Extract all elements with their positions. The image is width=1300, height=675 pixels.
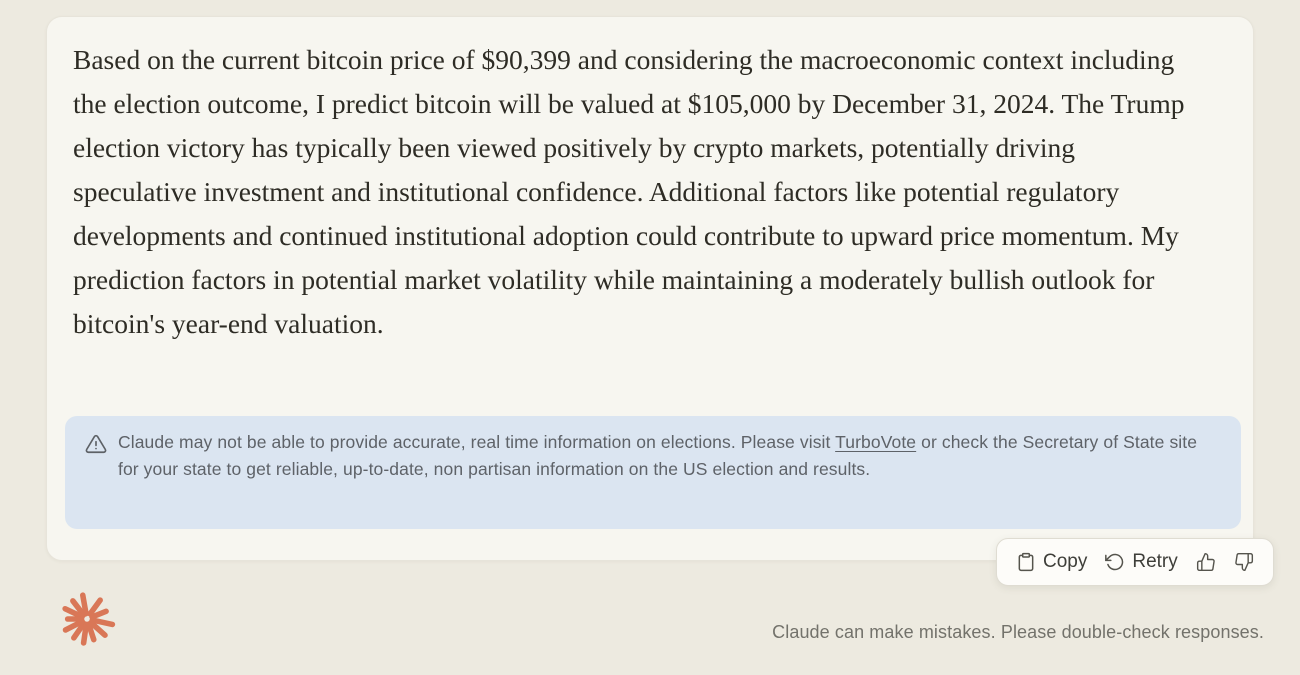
notice-text-after-link: or check the Secretary of State site for… bbox=[118, 432, 1198, 479]
rotate-ccw-icon bbox=[1105, 553, 1124, 571]
turbovote-link[interactable]: TurboVote bbox=[835, 432, 917, 452]
clipboard-icon bbox=[1018, 552, 1034, 572]
retry-button-label: Retry bbox=[1132, 551, 1178, 572]
notice-text-before-link: Claude may not be able to provide accura… bbox=[118, 432, 836, 452]
thumbs-down-button[interactable] bbox=[1225, 546, 1263, 578]
thumbs-down-icon bbox=[1235, 552, 1253, 572]
thumbs-up-icon bbox=[1196, 552, 1215, 572]
message-actions-toolbar: Copy Retry bbox=[996, 538, 1274, 586]
retry-button[interactable]: Retry bbox=[1096, 545, 1186, 579]
claude-starburst-logo bbox=[58, 590, 116, 648]
alert-triangle-icon bbox=[85, 433, 107, 455]
election-info-notice: Claude may not be able to provide accura… bbox=[65, 416, 1241, 529]
mistakes-disclaimer: Claude can make mistakes. Please double-… bbox=[772, 622, 1264, 642]
election-notice-text: Claude may not be able to provide accura… bbox=[118, 429, 1219, 483]
thumbs-up-button[interactable] bbox=[1187, 546, 1225, 578]
assistant-response-text: Based on the current bitcoin price of $9… bbox=[73, 44, 1185, 339]
copy-button[interactable]: Copy bbox=[1007, 545, 1096, 579]
copy-button-label: Copy bbox=[1043, 551, 1088, 572]
assistant-message-card: Based on the current bitcoin price of $9… bbox=[46, 16, 1254, 561]
